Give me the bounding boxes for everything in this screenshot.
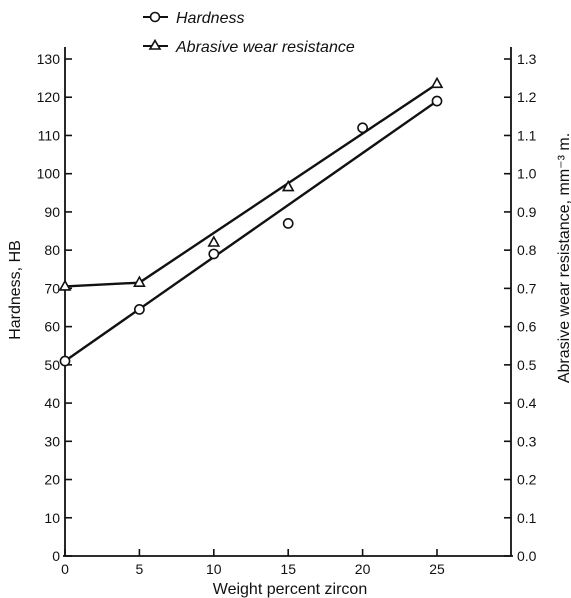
legend-marker-abrasive [148, 38, 162, 50]
y-tick-label: 130 [37, 51, 61, 67]
abrasive-point [281, 179, 295, 192]
y2-tick-label: 0.3 [517, 433, 537, 449]
abrasive-point [58, 279, 72, 291]
abrasive-point [430, 76, 444, 89]
y2-tick-label: 0.9 [517, 204, 537, 220]
x-tick-label: 20 [355, 561, 371, 577]
hardness-point [282, 217, 294, 229]
legend-label-abrasive: Abrasive wear resistance [175, 39, 355, 56]
legend-item-abrasive: Abrasive wear resistance [143, 38, 355, 56]
hardness-point [59, 355, 71, 367]
abrasive-point [207, 235, 221, 247]
plot-area [58, 76, 444, 367]
x-axis-title: Weight percent zircon [213, 581, 367, 598]
hardness-point [431, 95, 443, 107]
y-tick-label: 70 [44, 280, 60, 296]
y2-tick-label: 0.7 [517, 280, 537, 296]
y2-tick-label: 0.8 [517, 242, 537, 258]
legend-label-hardness: Hardness [176, 10, 244, 27]
x-tick-label: 15 [280, 561, 296, 577]
legend-item-hardness: Hardness [143, 10, 244, 27]
y2-axis-title: Abrasive wear resistance, mm⁻³ m. [556, 133, 571, 383]
y2-tick-label: 1.1 [517, 127, 537, 143]
y-tick-label: 20 [44, 472, 60, 488]
y2-tick-label: 0.0 [517, 548, 537, 564]
legend-marker-hardness [149, 11, 161, 23]
y-axis-title: Hardness, HB [7, 240, 24, 340]
y-tick-label: 100 [37, 166, 61, 182]
y-tick-label: 110 [38, 127, 61, 143]
y2-tick-label: 1.3 [517, 51, 537, 67]
y2-tick-label: 0.6 [517, 319, 537, 335]
y-tick-label: 0 [52, 548, 60, 564]
y-tick-label: 50 [44, 357, 60, 373]
y2-tick-label: 0.5 [517, 357, 537, 373]
axes [63, 47, 513, 557]
y-tick-label: 60 [44, 319, 60, 335]
legend: Hardness Abrasive wear resistance [143, 10, 355, 56]
y2-tick-label: 0.4 [517, 395, 537, 411]
y-tick-label: 80 [44, 242, 60, 258]
y-tick-label: 120 [37, 89, 61, 105]
y-tick-label: 90 [44, 204, 60, 220]
x-tick-label: 5 [136, 561, 144, 577]
y2-tick-label: 0.1 [517, 510, 537, 526]
y2-tick-label: 1.2 [517, 89, 537, 105]
y2-tick-label: 0.2 [517, 472, 537, 488]
hardness-fit-line [64, 100, 438, 363]
abrasive-point [133, 275, 146, 287]
ticks: 01020304050607080901001101201300.00.10.2… [37, 51, 537, 577]
y-tick-label: 30 [44, 433, 60, 449]
y-tick-label: 10 [44, 510, 60, 526]
y2-tick-label: 1.0 [517, 166, 537, 182]
abrasive-fit-line [64, 82, 438, 288]
x-tick-label: 0 [61, 561, 69, 577]
hardness-point [208, 248, 220, 260]
hardness-point [133, 304, 145, 315]
x-tick-label: 25 [429, 561, 445, 577]
y-tick-label: 40 [44, 395, 60, 411]
x-tick-label: 10 [206, 561, 222, 577]
